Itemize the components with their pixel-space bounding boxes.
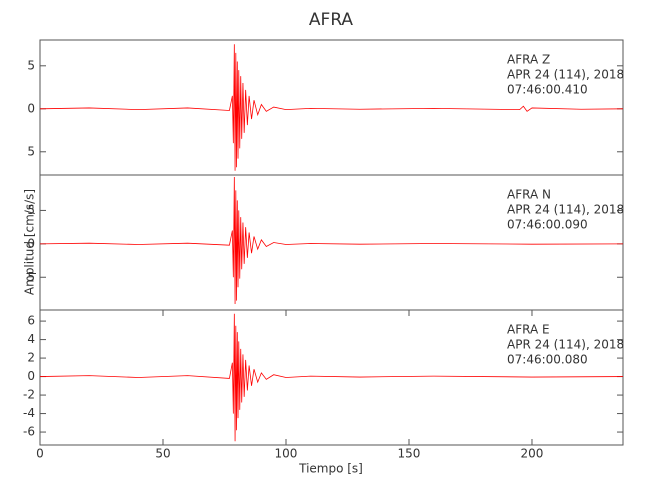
x-tick-label: 200 [521, 447, 544, 461]
y-tick-label: -2 [23, 388, 35, 402]
station-annotation: AFRA N [507, 188, 551, 202]
x-tick-label: 100 [275, 447, 298, 461]
y-tick-label: 4 [27, 332, 35, 346]
waveform [39, 313, 624, 442]
chart-title: AFRA [309, 10, 354, 30]
y-tick-label: 2 [27, 351, 35, 365]
y-tick-label: 5 [27, 203, 35, 217]
y-tick-label: 5 [27, 58, 35, 72]
panel-frame [39, 309, 624, 446]
x-axis-label: Tiempo [s] [298, 462, 363, 476]
y-tick-label: -4 [23, 406, 35, 420]
waveform [39, 44, 624, 171]
station-annotation: 07:46:00.080 [507, 353, 588, 367]
station-annotation: AFRA E [507, 323, 550, 337]
waveform [39, 176, 624, 304]
station-annotation: 07:46:00.090 [507, 218, 588, 232]
station-annotation: APR 24 (114), 2018 [507, 68, 624, 82]
x-tick-label: 0 [36, 447, 44, 461]
y-tick-label: 5 [27, 144, 35, 158]
x-tick-label: 150 [398, 447, 421, 461]
y-tick-label: 6 [27, 314, 35, 328]
station-annotation: 07:46:00.410 [507, 83, 588, 97]
station-annotation: APR 24 (114), 2018 [507, 338, 624, 352]
y-axis-label: Amplitud [cm/s/s] [23, 189, 37, 295]
x-tick-label: 50 [155, 447, 170, 461]
y-tick-label: 0 [27, 369, 35, 383]
y-tick-label: -6 [23, 425, 35, 439]
y-tick-label: 5 [27, 270, 35, 284]
y-tick-label: 0 [27, 101, 35, 115]
station-annotation: APR 24 (114), 2018 [507, 203, 624, 217]
y-tick-label: 0 [27, 236, 35, 250]
station-annotation: AFRA Z [507, 53, 550, 67]
